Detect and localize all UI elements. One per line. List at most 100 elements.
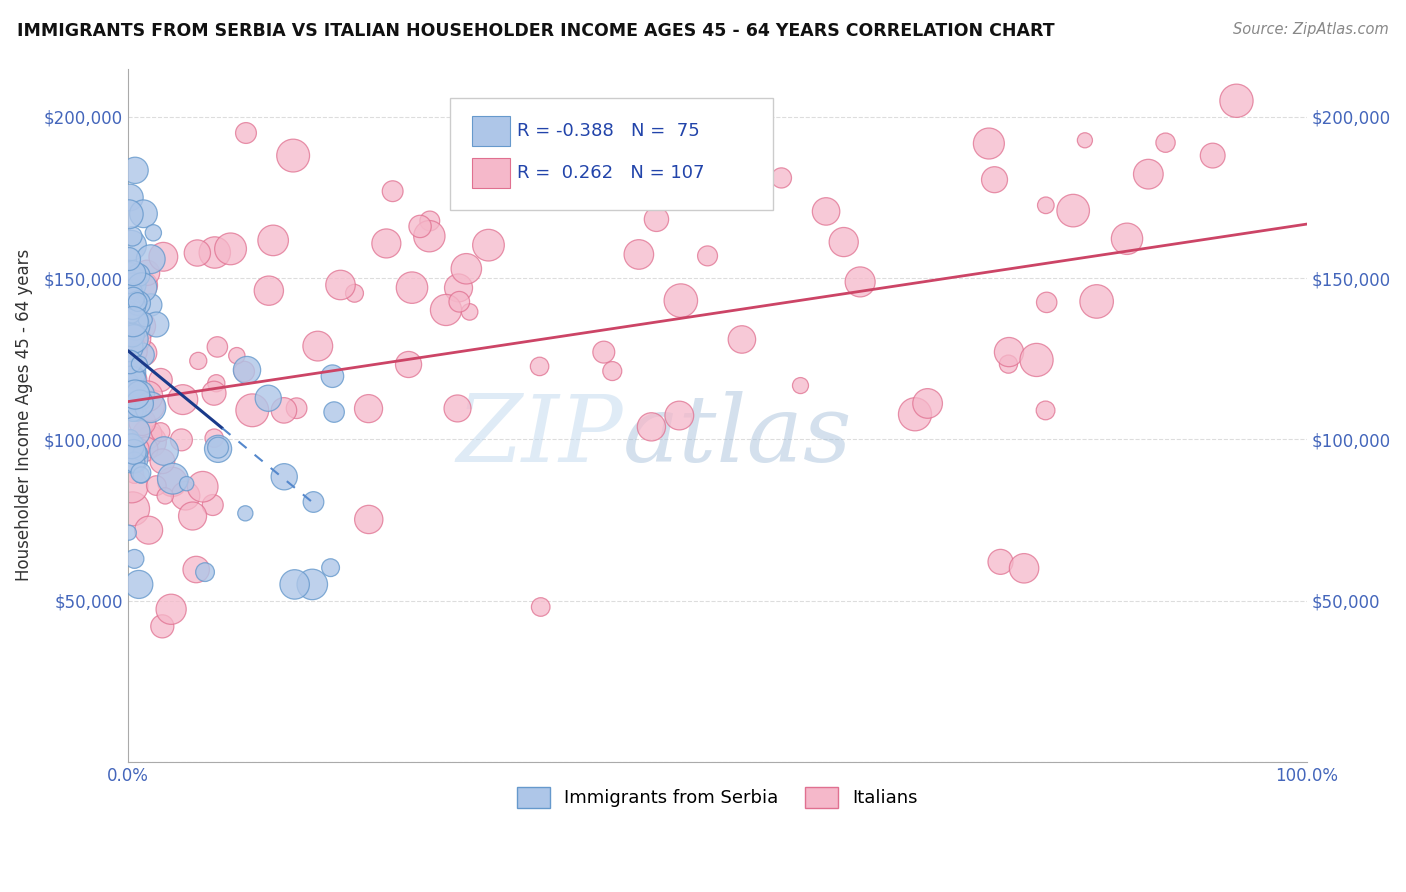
Point	[1225, 94, 1247, 108]
Text: ZIP: ZIP	[457, 391, 623, 481]
Point	[205, 376, 228, 391]
Point	[262, 234, 284, 248]
Point	[129, 468, 152, 483]
Point	[202, 386, 225, 401]
Point	[1154, 136, 1177, 150]
Point	[381, 184, 404, 198]
Point	[225, 349, 247, 363]
Y-axis label: Householder Income Ages 45 - 64 years: Householder Income Ages 45 - 64 years	[15, 249, 32, 582]
Point	[124, 387, 146, 401]
Point	[129, 446, 152, 460]
Point	[125, 332, 148, 346]
Point	[125, 368, 148, 383]
Point	[1035, 403, 1057, 417]
Point	[302, 495, 325, 509]
Text: R = -0.388   N =  75: R = -0.388 N = 75	[517, 122, 700, 140]
Point	[120, 238, 142, 252]
Point	[201, 498, 224, 512]
Point	[257, 391, 280, 405]
Point	[789, 378, 811, 392]
Point	[125, 405, 148, 419]
Point	[121, 301, 143, 316]
Point	[319, 560, 342, 574]
Point	[150, 619, 173, 633]
Point	[160, 602, 183, 616]
Point	[640, 420, 662, 434]
Point	[121, 229, 143, 244]
Point	[155, 489, 177, 503]
Point	[132, 346, 155, 360]
Point	[204, 245, 226, 260]
Point	[446, 401, 468, 416]
Point	[120, 381, 142, 395]
Point	[1035, 198, 1057, 212]
Text: atlas: atlas	[623, 391, 853, 481]
Point	[1116, 232, 1139, 246]
Point	[186, 246, 208, 260]
Point	[240, 403, 263, 417]
Point	[627, 247, 650, 261]
Point	[186, 562, 208, 576]
Point	[162, 472, 184, 486]
Point	[142, 226, 165, 240]
Point	[530, 599, 553, 614]
Point	[122, 291, 145, 305]
Point	[983, 172, 1005, 186]
Point	[329, 278, 352, 293]
Point	[449, 294, 471, 309]
Point	[849, 275, 872, 289]
Point	[233, 364, 256, 378]
Point	[122, 404, 145, 418]
Point	[456, 261, 478, 276]
Point	[124, 467, 146, 482]
Legend: Immigrants from Serbia, Italians: Immigrants from Serbia, Italians	[510, 780, 925, 815]
Point	[122, 315, 145, 329]
Point	[139, 252, 162, 267]
Point	[118, 376, 141, 391]
Point	[118, 190, 141, 204]
Point	[418, 229, 440, 244]
Point	[307, 339, 329, 353]
Point	[645, 212, 668, 227]
Point	[122, 285, 145, 299]
Point	[419, 214, 441, 228]
Point	[815, 204, 838, 219]
Point	[176, 476, 198, 491]
Point	[904, 407, 927, 421]
Point	[398, 358, 420, 372]
Point	[122, 396, 145, 410]
Point	[149, 425, 172, 439]
Point	[669, 293, 692, 308]
Point	[409, 219, 432, 234]
Point	[343, 286, 366, 301]
Point	[162, 475, 184, 489]
Point	[600, 364, 623, 378]
Point	[131, 281, 153, 295]
Point	[128, 357, 150, 371]
Point	[285, 401, 308, 416]
Point	[357, 401, 380, 416]
Point	[131, 415, 153, 429]
Point	[122, 373, 145, 387]
Point	[149, 373, 172, 387]
Point	[257, 284, 280, 298]
Point	[128, 577, 150, 591]
Point	[150, 454, 173, 468]
Point	[770, 170, 793, 185]
Point	[121, 501, 143, 516]
Point	[170, 433, 193, 447]
Point	[375, 236, 398, 251]
Point	[122, 445, 145, 459]
Point	[191, 480, 214, 494]
Point	[1035, 295, 1057, 310]
Point	[592, 345, 614, 359]
Point	[120, 365, 142, 379]
Point	[122, 266, 145, 280]
Point	[194, 565, 217, 579]
Point	[236, 363, 259, 377]
Point	[153, 444, 176, 458]
Point	[233, 506, 256, 520]
Point	[529, 359, 551, 374]
Point	[121, 309, 143, 323]
Point	[284, 577, 307, 591]
